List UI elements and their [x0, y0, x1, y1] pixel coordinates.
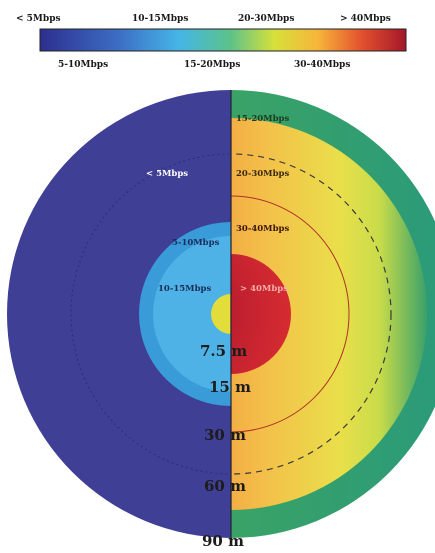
zone-10-15: [153, 236, 231, 392]
distance-label: 90 m: [202, 532, 244, 550]
zone-label: < 5Mbps: [146, 169, 188, 179]
zone-30-40-edge: [231, 195, 350, 433]
right-half-zones: [231, 90, 435, 538]
distance-label: 30 m: [204, 426, 246, 444]
legend-top-label: > 40Mbps: [340, 14, 391, 24]
zone-gt40: [231, 254, 291, 374]
zone-label: 30-40Mbps: [236, 224, 289, 234]
zone-20-30: [231, 118, 427, 510]
zone-label: 5-10Mbps: [172, 238, 220, 248]
ring-60m-right: [231, 153, 392, 475]
legend-bottom-label: 15-20Mbps: [184, 60, 240, 70]
legend: < 5Mbps 10-15Mbps 20-30Mbps > 40Mbps 5-1…: [16, 14, 407, 70]
legend-bottom-label: 30-40Mbps: [294, 60, 350, 70]
zone-label: 15-20Mbps: [236, 114, 289, 124]
zone-label: > 40Mbps: [240, 284, 288, 294]
zone-center: [211, 294, 231, 334]
zone-label: 20-30Mbps: [236, 169, 289, 179]
legend-top-label: 20-30Mbps: [238, 14, 294, 24]
zone-lt5: [7, 90, 231, 538]
legend-top-label: < 5Mbps: [16, 14, 61, 24]
zone-label: 10-15Mbps: [158, 284, 211, 294]
legend-top-label: 10-15Mbps: [132, 14, 188, 24]
distance-label: 7.5 m: [200, 342, 247, 360]
distance-label: 15 m: [209, 378, 251, 396]
legend-color-bar: [39, 28, 407, 52]
distance-label: 60 m: [204, 477, 246, 495]
legend-bottom-label: 5-10Mbps: [58, 60, 108, 70]
left-half-zones: [7, 90, 231, 538]
